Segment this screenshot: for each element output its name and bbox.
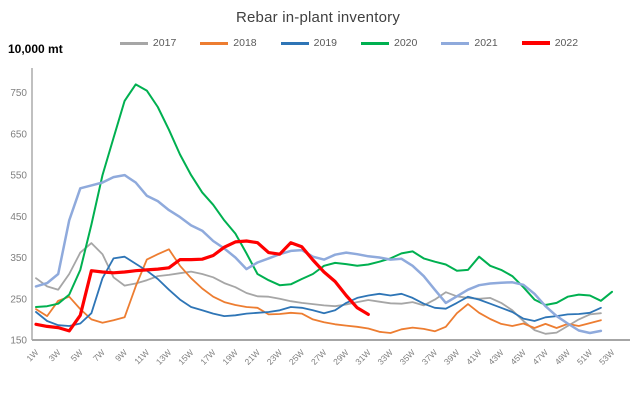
- x-tick-label: 5W: [69, 347, 85, 363]
- x-tick-label: 17W: [198, 347, 217, 366]
- x-tick-label: 39W: [442, 347, 461, 366]
- x-tick-label: 49W: [553, 347, 572, 366]
- y-axis-unit-label: 10,000 mt: [8, 42, 63, 56]
- x-tick-label: 19W: [220, 347, 239, 366]
- legend-item-2017: 2017: [119, 37, 177, 49]
- y-tick-label: 750: [10, 88, 27, 99]
- legend-swatch-2018: [200, 41, 229, 45]
- x-tick-label: 29W: [331, 347, 350, 366]
- x-tick-label: 43W: [486, 347, 505, 366]
- x-tick-label: 25W: [287, 347, 306, 366]
- y-tick-label: 550: [10, 171, 27, 182]
- series-line-2018: [35, 248, 602, 334]
- legend-label: 2018: [233, 37, 257, 49]
- series-line-2019: [35, 255, 602, 327]
- legend-swatch-2022: [521, 41, 550, 45]
- x-tick-label: 1W: [24, 347, 40, 363]
- x-tick-label: 27W: [309, 347, 328, 366]
- x-tick-label: 31W: [353, 347, 372, 366]
- series-line-2020: [35, 83, 613, 308]
- y-tick-label: 450: [10, 212, 27, 223]
- legend-swatch-2017: [119, 41, 148, 45]
- x-tick-label: 23W: [265, 347, 284, 366]
- legend-swatch-2019: [280, 41, 309, 45]
- series-line-2021: [34, 173, 603, 335]
- legend-label: 2022: [554, 37, 579, 49]
- legend-label: 2020: [394, 37, 418, 49]
- x-tick-label: 15W: [176, 347, 195, 366]
- y-tick-label: 150: [10, 336, 27, 347]
- legend-item-2018: 2018: [200, 37, 257, 49]
- series-line-2022: [34, 239, 370, 333]
- x-tick-label: 7W: [91, 347, 107, 363]
- x-tick-label: 51W: [575, 347, 594, 366]
- x-tick-label: 9W: [113, 347, 129, 363]
- y-tick-label: 650: [10, 129, 27, 140]
- x-tick-label: 41W: [464, 347, 483, 366]
- legend-label: 2021: [474, 37, 498, 49]
- series-line-2017: [35, 242, 602, 335]
- x-tick-label: 45W: [508, 347, 527, 366]
- x-tick-label: 21W: [243, 347, 262, 366]
- chart-title: Rebar in-plant inventory: [235, 9, 401, 26]
- y-tick-label: 350: [10, 253, 27, 264]
- legend-swatch-2020: [361, 41, 389, 45]
- legend-item-2022: 2022: [521, 37, 579, 49]
- x-tick-label: 37W: [420, 347, 439, 366]
- x-tick-label: 3W: [46, 347, 62, 363]
- x-tick-label: 47W: [531, 347, 550, 366]
- legend-item-2021: 2021: [441, 37, 498, 49]
- x-tick-label: 13W: [154, 347, 173, 366]
- x-tick-label: 35W: [398, 347, 417, 366]
- chart-legend: 2017 2018 2019 2020 2021 2022: [70, 37, 628, 49]
- y-tick-label: 250: [10, 294, 27, 305]
- legend-label: 2019: [313, 37, 337, 49]
- legend-item-2019: 2019: [280, 37, 337, 49]
- x-tick-label: 11W: [132, 347, 151, 366]
- x-tick-label: 53W: [597, 347, 616, 366]
- legend-item-2020: 2020: [361, 37, 417, 49]
- x-tick-label: 33W: [375, 347, 394, 366]
- legend-swatch-2021: [441, 41, 470, 45]
- legend-label: 2017: [152, 37, 177, 49]
